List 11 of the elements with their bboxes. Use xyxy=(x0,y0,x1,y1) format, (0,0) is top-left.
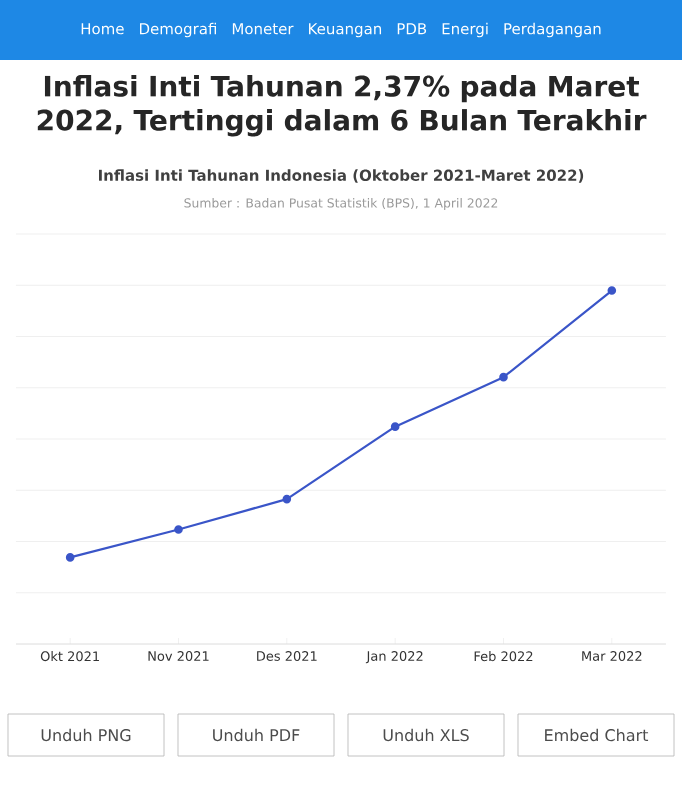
point xyxy=(65,553,75,562)
text: Unduh PDF xyxy=(213,728,300,742)
point xyxy=(174,525,183,534)
point xyxy=(499,372,508,382)
point xyxy=(282,494,292,504)
chart-title: Inflasi Inti Tahunan 2,37% pada Maret 2022, Tertinggi dalam 6 Bulan Terakhir xyxy=(37,75,647,137)
text: Unduh PNG xyxy=(41,728,131,742)
point xyxy=(390,422,400,431)
text: Embed Chart xyxy=(545,728,649,742)
point xyxy=(607,286,617,295)
text: Unduh XLS xyxy=(383,728,469,742)
